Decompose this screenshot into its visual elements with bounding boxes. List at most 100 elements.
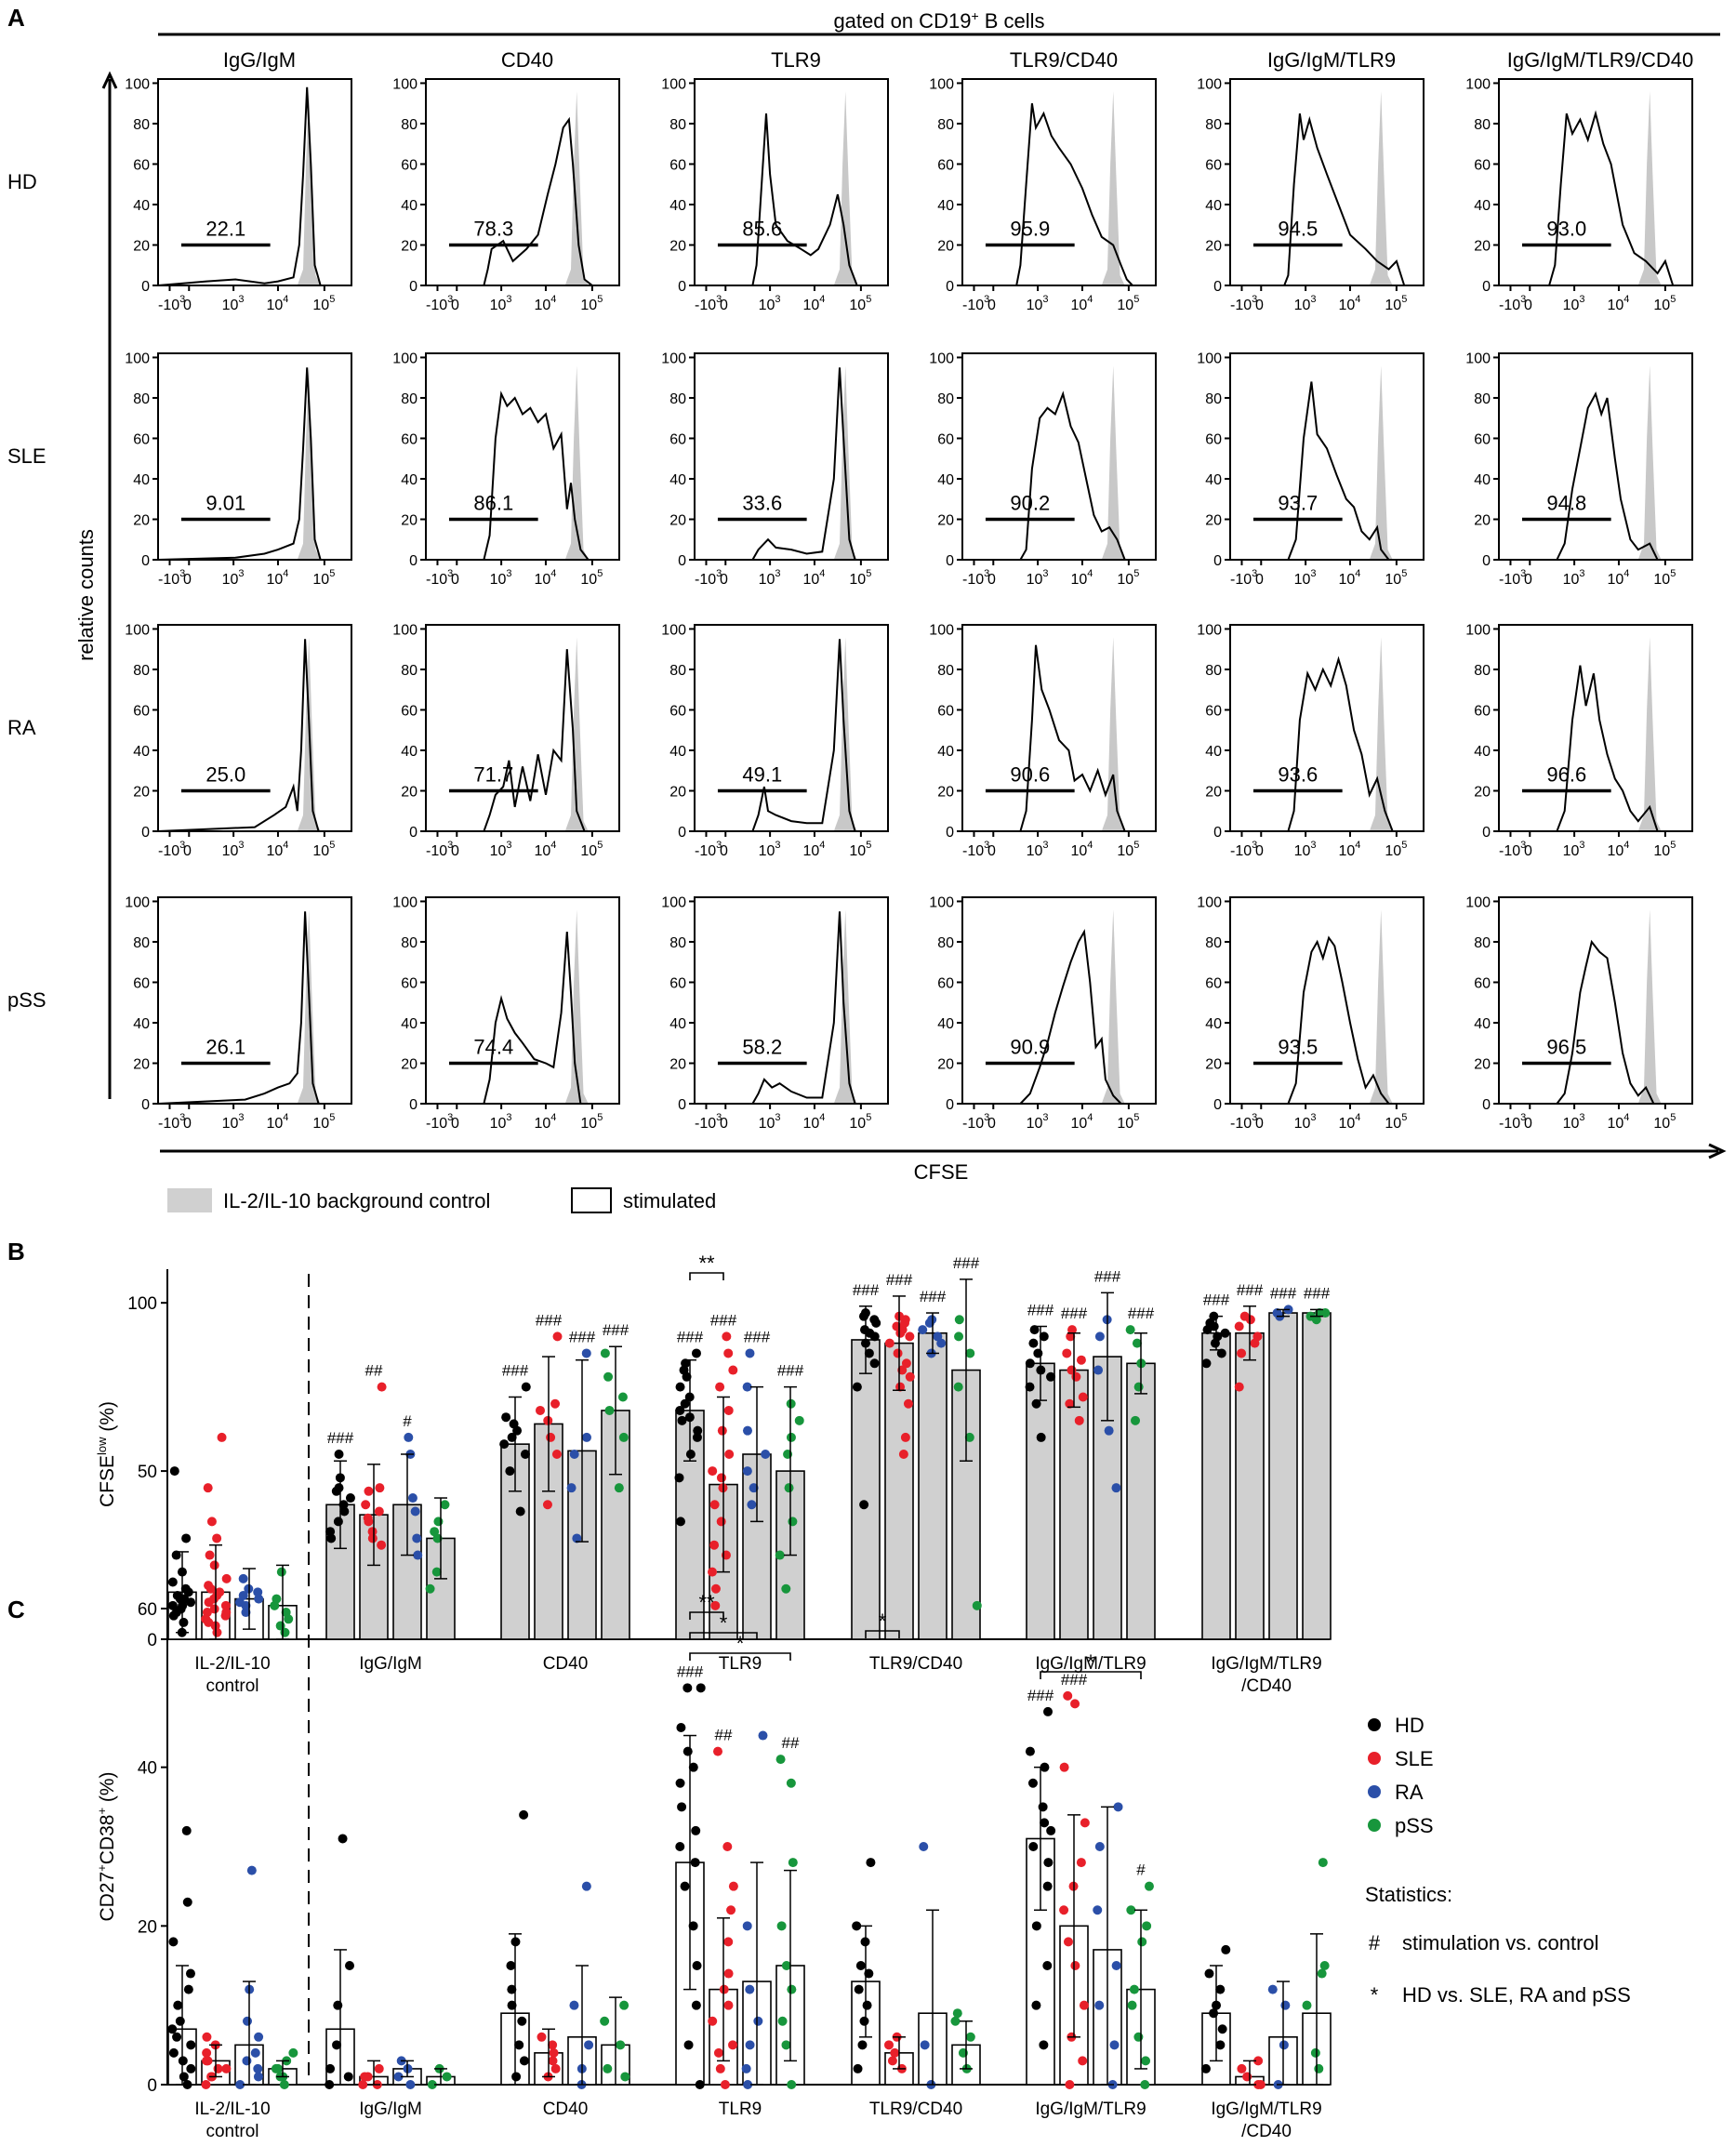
hash-annotation: ### <box>536 1311 563 1329</box>
x-tick-label: 103 <box>1027 840 1049 859</box>
point-RA <box>393 2072 404 2082</box>
y-tick-label: 0 <box>1213 553 1222 569</box>
stimulated-curve <box>1283 113 1406 286</box>
y-tick-label: 40 <box>1205 744 1222 760</box>
x-tick-label: 104 <box>534 294 556 313</box>
hash-annotation: ### <box>886 1271 913 1289</box>
point-pSS <box>777 2016 788 2026</box>
y-tick-label: 100 <box>929 351 954 366</box>
y-tick-label: 40 <box>1205 198 1222 214</box>
point-pSS <box>781 2040 791 2050</box>
point-HD <box>1036 1432 1046 1442</box>
x-tick-label: 104 <box>1070 568 1093 588</box>
point-pSS <box>619 2000 629 2010</box>
point-SLE <box>900 1432 910 1442</box>
x-tick-label: 104 <box>1338 840 1360 859</box>
y-tick-label: 80 <box>669 663 686 679</box>
point-pSS <box>1310 2047 1320 2058</box>
point-SLE <box>221 1573 232 1583</box>
gate-percentage: 33.6 <box>742 491 782 514</box>
y-tick-label: 40 <box>937 198 954 214</box>
point-RA <box>742 1466 752 1477</box>
point-HD <box>675 1382 685 1392</box>
column-titles: IgG/IgM CD40 TLR9 TLR9/CD40 IgG/IgM/TLR9 IgG/… <box>223 48 1693 72</box>
y-tick-label: 40 <box>937 1016 954 1032</box>
control-peak <box>833 637 857 831</box>
plot-frame <box>694 896 889 1105</box>
stimulated-curve <box>1548 110 1675 286</box>
y-tick-label: 80 <box>133 935 150 951</box>
y-tick-label: 60 <box>401 975 417 991</box>
point-RA <box>242 2056 252 2066</box>
point-SLE <box>884 1338 895 1348</box>
y-tick-label: 0 <box>141 279 150 295</box>
y-tick-label: 60 <box>669 975 686 991</box>
point-SLE <box>905 1331 915 1342</box>
stimulated-curve <box>751 113 858 286</box>
y-tick-label: 20 <box>401 512 417 528</box>
y-tick-label: 100 <box>1197 622 1222 638</box>
point-HD <box>1031 2000 1041 2010</box>
point-SLE <box>898 1450 908 1459</box>
gate-percentage: 9.01 <box>205 491 245 514</box>
gate-percentage: 49.1 <box>742 762 782 786</box>
x-tick-label: 104 <box>534 568 556 588</box>
y-tick-label: 40 <box>669 472 686 488</box>
category-label: CD40 <box>543 1654 589 1674</box>
point-HD <box>1216 1348 1226 1358</box>
point-SLE <box>883 2040 894 2050</box>
point-HD <box>693 1425 703 1436</box>
x-tick-label: 104 <box>1338 294 1360 313</box>
point-SLE <box>550 1398 561 1409</box>
x-tick-label: 103 <box>1027 568 1049 588</box>
y-tick-label: 40 <box>138 1759 157 1779</box>
point-SLE <box>723 1937 734 1947</box>
y-tick-label: 100 <box>661 894 686 910</box>
x-tick-label: -103 <box>695 840 722 859</box>
plot-frame <box>425 896 620 1105</box>
point-pSS <box>616 2040 626 2050</box>
x-tick-label: 103 <box>1563 568 1585 588</box>
stimulated-curve <box>1287 935 1390 1105</box>
point-HD <box>1046 1825 1056 1835</box>
legend-dot-RA <box>1368 1785 1381 1798</box>
point-HD <box>1204 1968 1214 1979</box>
point-pSS <box>279 2080 289 2089</box>
y-tick-label: 100 <box>1197 76 1222 92</box>
y-tick-label: 40 <box>133 198 150 214</box>
point-pSS <box>600 2016 610 2026</box>
point-SLE <box>893 1348 903 1358</box>
x-tick-label: -103 <box>158 840 185 859</box>
point-pSS <box>275 1621 285 1631</box>
y-tick-label: 80 <box>1474 935 1491 951</box>
point-RA <box>1267 1984 1278 1994</box>
point-HD <box>1221 1944 1231 1954</box>
y-tick-label: 80 <box>1474 391 1491 407</box>
x-tick-label: 104 <box>266 294 288 313</box>
x-tick-label: 103 <box>222 294 245 313</box>
x-tick-label: -103 <box>158 1112 185 1132</box>
point-HD <box>864 1348 874 1358</box>
y-tick-label: 60 <box>1474 431 1491 447</box>
x-tick-label: 105 <box>580 840 603 859</box>
gate-percentage: 90.2 <box>1010 491 1050 514</box>
y-tick-label: 80 <box>1205 663 1222 679</box>
point-RA <box>238 1573 248 1583</box>
point-SLE <box>723 1405 734 1415</box>
category-label: IgG/IgM <box>359 1654 422 1674</box>
stats-text: HD vs. SLE, RA and pSS <box>1402 1983 1631 2007</box>
legend-label-HD: HD <box>1395 1714 1425 1737</box>
point-SLE <box>713 2047 723 2058</box>
point-SLE <box>377 1382 387 1392</box>
stats-text: stimulation vs. control <box>1402 1931 1599 1954</box>
gate-percentage: 94.8 <box>1546 491 1586 514</box>
y-tick-label: 60 <box>937 157 954 173</box>
point-SLE <box>1059 1905 1069 1915</box>
point-RA <box>745 1348 755 1358</box>
y-tick-label: 60 <box>1205 975 1222 991</box>
point-HD <box>869 1315 880 1325</box>
stimulated-curve <box>483 932 582 1105</box>
